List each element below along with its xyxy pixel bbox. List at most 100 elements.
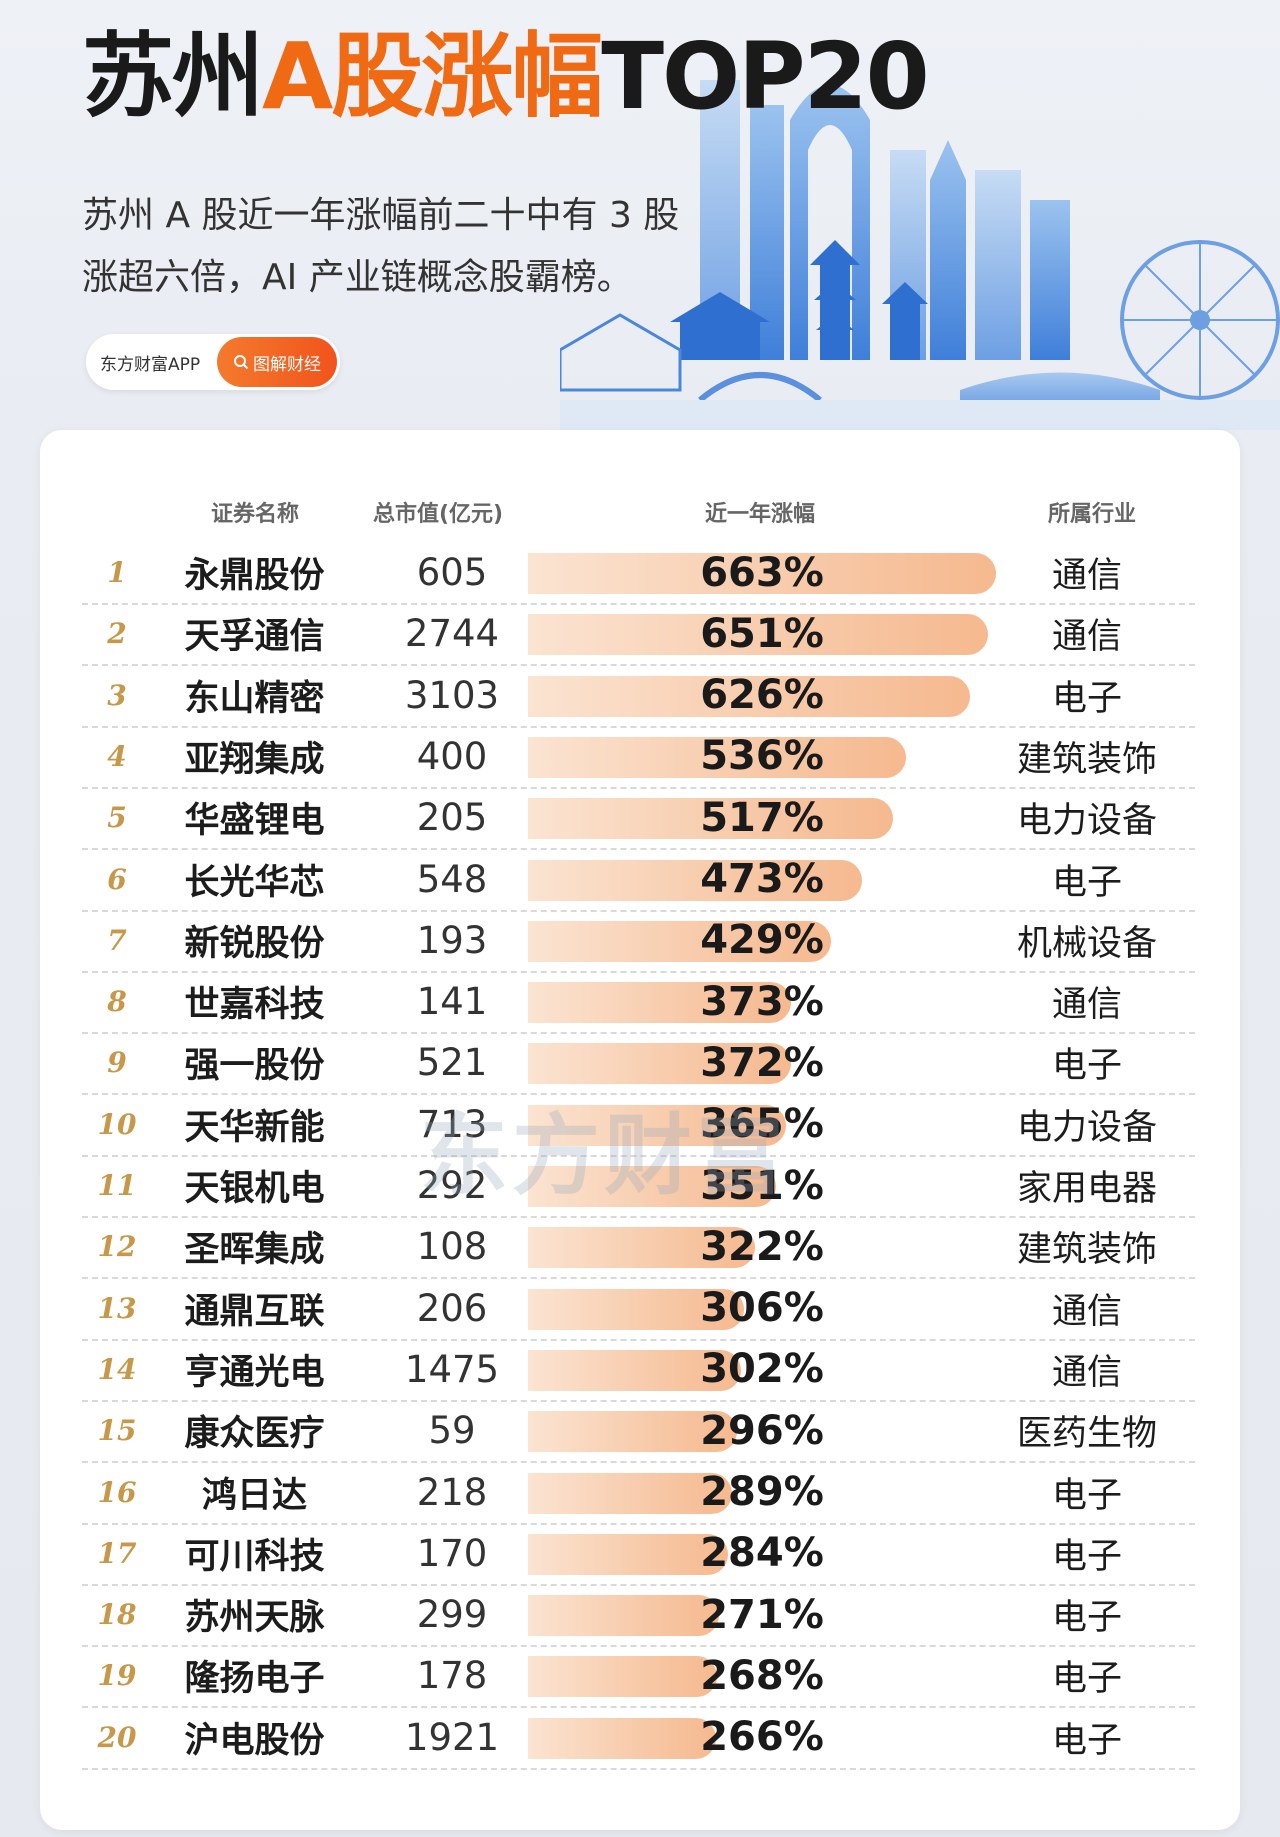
rank-number: 6 — [107, 862, 127, 896]
gain-label: 306% — [700, 1285, 824, 1332]
gain-label: 351% — [700, 1162, 824, 1209]
market-cap-value: 1921 — [404, 1715, 500, 1759]
rank-number: 5 — [107, 801, 127, 835]
market-cap-value: 218 — [416, 1470, 488, 1514]
stock-name: 亨通光电 — [184, 1352, 325, 1393]
rank-number: 7 — [107, 923, 127, 957]
stock-name: 强一股份 — [184, 1046, 325, 1087]
rank-number: 16 — [97, 1475, 137, 1509]
table-row: 18 苏州天脉 299 271% 电子 — [82, 1584, 1195, 1648]
row-divider — [82, 603, 1195, 605]
subtitle-line-1: 苏州 A 股近一年涨幅前二十中有 3 股 — [82, 195, 680, 236]
stock-name: 永鼎股份 — [184, 556, 325, 596]
rank-number: 11 — [97, 1169, 137, 1202]
stock-name: 康众医疗 — [184, 1414, 325, 1455]
table-row: 15 康众医疗 59 296% 医药生物 — [82, 1400, 1195, 1464]
market-cap-value: 1475 — [404, 1347, 500, 1391]
industry-label: 电子 — [1051, 862, 1122, 903]
stock-name: 鸿日达 — [201, 1475, 307, 1516]
stock-name: 沪电股份 — [184, 1720, 325, 1761]
row-divider — [82, 1093, 1195, 1096]
rank-number: 13 — [97, 1291, 137, 1325]
market-cap-value: 170 — [416, 1531, 488, 1575]
rank-number: 1 — [107, 556, 127, 589]
industry-label: 医药生物 — [1016, 1414, 1157, 1455]
brand-pill: 东方财富APP 图解财经 — [86, 334, 340, 390]
rank-number: 9 — [107, 1046, 127, 1080]
industry-label: 电子 — [1051, 678, 1122, 719]
table-row: 2 天孚通信 2744 651% 通信 — [82, 603, 1195, 667]
gain-bar — [528, 1595, 720, 1637]
gain-bar — [528, 1717, 716, 1759]
gain-label: 373% — [700, 978, 824, 1025]
market-cap-value: 59 — [428, 1409, 476, 1453]
table-row: 4 亚翔集成 400 536% 建筑装饰 — [82, 726, 1195, 789]
industry-label: 电力设备 — [1016, 1107, 1157, 1148]
row-divider — [82, 1338, 1195, 1341]
market-cap-value: 2744 — [404, 612, 500, 656]
rank-number: 18 — [97, 1598, 137, 1632]
rank-number: 8 — [107, 985, 127, 1019]
brand-tag-label: 图解财经 — [253, 354, 321, 375]
header: 苏州A股涨幅TOP20 苏州 A 股近一年涨幅前二十中有 3 股 涨超六倍，AI… — [0, 0, 1280, 430]
industry-label: 电子 — [1051, 1046, 1122, 1087]
gain-label: 651% — [700, 610, 824, 657]
gain-label: 365% — [700, 1101, 824, 1148]
market-cap-value: 206 — [416, 1286, 488, 1330]
table-row: 3 东山精密 3103 626% 电子 — [82, 665, 1195, 728]
table-row: 19 隆扬电子 178 268% 电子 — [82, 1645, 1195, 1709]
stock-name: 亚翔集成 — [184, 739, 325, 780]
rank-number: 12 — [97, 1230, 137, 1264]
title-top20: TOP20 — [601, 23, 929, 130]
market-cap-value: 178 — [416, 1654, 488, 1698]
row-divider — [82, 970, 1195, 973]
industry-label: 通信 — [1051, 1291, 1122, 1332]
gain-bar — [528, 1656, 718, 1698]
stock-name: 新锐股份 — [184, 923, 325, 964]
suzhou-skyline-illustration — [560, 80, 1280, 430]
gain-label: 284% — [700, 1530, 824, 1577]
table-row: 8 世嘉科技 141 373% 通信 — [82, 971, 1195, 1035]
gain-label: 322% — [700, 1223, 824, 1270]
stock-name: 华盛锂电 — [184, 801, 325, 842]
rank-number: 19 — [97, 1659, 137, 1693]
column-header-name: 证券名称 — [210, 502, 300, 527]
stock-name: 通鼎互联 — [184, 1291, 325, 1332]
industry-label: 通信 — [1051, 617, 1122, 658]
brand-tag: 图解财经 — [217, 337, 337, 387]
gain-bar — [528, 798, 893, 840]
gain-bar — [528, 1288, 744, 1330]
title-highlight: A股涨幅 — [262, 23, 603, 130]
market-cap-value: 400 — [416, 734, 488, 778]
row-divider — [82, 1277, 1195, 1280]
search-icon — [234, 355, 249, 370]
stock-name: 世嘉科技 — [184, 985, 325, 1026]
market-cap-value: 521 — [416, 1041, 488, 1085]
title-city: 苏州 — [82, 23, 264, 130]
table-row: 5 华盛锂电 205 517% 电力设备 — [82, 787, 1195, 851]
gain-bar — [528, 1227, 756, 1269]
gain-bar — [528, 553, 996, 594]
gain-label: 271% — [700, 1591, 824, 1638]
industry-label: 电子 — [1051, 1659, 1122, 1700]
row-divider — [82, 1154, 1195, 1157]
gain-label: 302% — [700, 1346, 824, 1393]
market-cap-value: 108 — [416, 1225, 488, 1269]
row-divider — [82, 1461, 1195, 1464]
industry-label: 电子 — [1051, 1598, 1122, 1639]
gain-bar — [528, 920, 831, 962]
rank-number: 14 — [97, 1352, 137, 1386]
row-divider — [82, 786, 1195, 789]
page-title: 苏州A股涨幅TOP20 — [82, 22, 930, 132]
gain-bar — [528, 1349, 742, 1391]
gain-bar — [528, 1533, 729, 1575]
stock-name: 可川科技 — [184, 1536, 325, 1577]
rank-number: 3 — [107, 678, 127, 712]
table-row: 11 天银机电 292 351% 家用电器 — [82, 1155, 1195, 1218]
gain-bar — [528, 1104, 786, 1146]
stock-name: 天银机电 — [184, 1169, 325, 1209]
industry-label: 通信 — [1051, 1352, 1122, 1393]
rank-number: 2 — [107, 617, 127, 651]
gain-label: 268% — [700, 1652, 824, 1699]
market-cap-value: 605 — [416, 551, 488, 594]
